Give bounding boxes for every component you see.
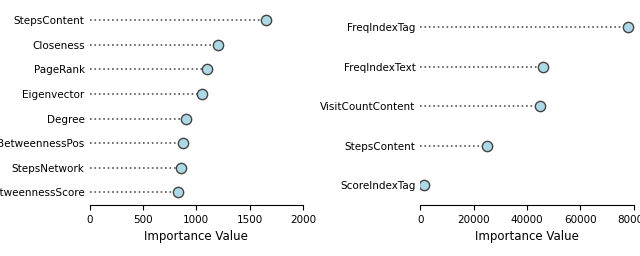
- Point: [196, 92, 207, 96]
- Point: [180, 116, 191, 121]
- Point: [179, 141, 189, 145]
- Point: [260, 18, 271, 22]
- Point: [173, 190, 183, 195]
- X-axis label: Importance Value: Importance Value: [145, 230, 248, 243]
- Point: [538, 65, 548, 69]
- Point: [482, 144, 492, 148]
- Point: [202, 67, 212, 71]
- Point: [176, 166, 186, 170]
- Point: [535, 104, 545, 108]
- Point: [212, 42, 223, 47]
- Point: [623, 25, 634, 29]
- X-axis label: Importance Value: Importance Value: [475, 230, 579, 243]
- Point: [419, 183, 429, 187]
